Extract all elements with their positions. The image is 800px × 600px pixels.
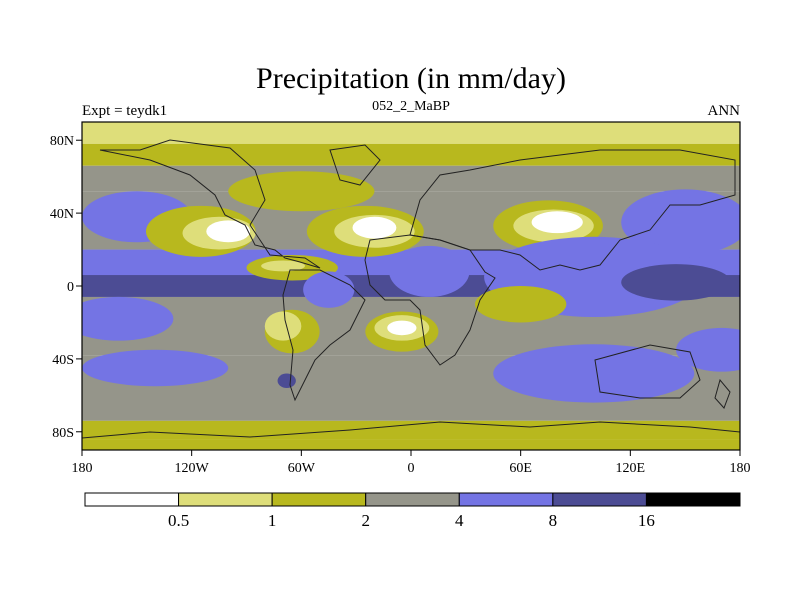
x-tick-label-5: 120E (616, 461, 646, 476)
colorbar-swatch-3 (365, 492, 460, 507)
eurasia-outline (409, 149, 736, 271)
colorbar-swatch-2 (271, 492, 367, 507)
x-tick-label-6: 180 (730, 461, 751, 476)
precip-band-9 (82, 439, 740, 450)
precip-region-14 (389, 245, 470, 297)
precipitation-field (82, 122, 740, 450)
precip-region-28 (277, 373, 296, 389)
colorbar-label-5: 16 (638, 511, 655, 530)
north-america-outline (99, 139, 321, 269)
new-zealand-outline (714, 378, 731, 409)
south-america-outline (282, 269, 366, 402)
chart-title: Precipitation (in mm/day) (256, 62, 566, 95)
y-tick-label-1: 40N (50, 207, 74, 222)
precip-region-21 (676, 327, 740, 372)
greenland-outline (329, 144, 381, 186)
precip-region-11 (531, 211, 583, 234)
map-axes: 180 120W 60W 0 60E 120E 180 80N 40N 0 40S 80S (50, 134, 751, 476)
antarctica-outline (82, 421, 740, 439)
precip-region-18 (82, 296, 174, 341)
period-label: 052_2_MaBP (372, 99, 450, 114)
x-tick-label-3: 0 (408, 461, 415, 476)
colorbar-swatch-0 (84, 492, 180, 507)
colorbar-label-3: 4 (455, 511, 464, 530)
precip-region-19 (82, 349, 229, 387)
precip-region-20 (493, 344, 695, 403)
precip-region-15 (303, 271, 355, 308)
precip-band-8 (82, 420, 740, 440)
precip-band-1 (82, 143, 740, 166)
experiment-label: Expt = teydk1 (82, 103, 167, 119)
australia-outline (594, 344, 701, 399)
x-tick-label-1: 120W (175, 461, 210, 476)
precip-region-13 (261, 260, 305, 272)
colorbar-swatch-1 (178, 492, 273, 507)
x-tick-label-0: 180 (72, 461, 93, 476)
colorbar-label-4: 8 (549, 511, 558, 530)
colorbar-label-1: 1 (268, 511, 277, 530)
precip-region-2 (621, 189, 740, 256)
y-tick-label-0: 80N (50, 134, 74, 149)
colorbar-swatch-6 (645, 492, 741, 507)
precip-region-17 (621, 264, 731, 301)
x-tick-label-2: 60W (288, 461, 316, 476)
continent-outlines (82, 139, 740, 439)
colorbar-label-0: 0.5 (168, 511, 189, 530)
precip-band-0 (82, 122, 740, 144)
y-tick-label-3: 40S (52, 353, 74, 368)
y-tick-label-2: 0 (67, 280, 74, 295)
colorbar-label-2: 2 (361, 511, 370, 530)
precip-region-26 (387, 320, 417, 336)
precip-region-27 (474, 286, 567, 323)
precip-region-0 (228, 171, 375, 212)
precip-region-8 (352, 216, 397, 239)
precip-band-2 (82, 165, 740, 192)
colorbar: 0.5 1 2 4 8 16 (84, 492, 741, 530)
precip-region-5 (206, 220, 251, 243)
season-label: ANN (708, 103, 741, 119)
colorbar-swatch-4 (458, 492, 554, 507)
precip-region-23 (264, 311, 302, 341)
y-tick-label-4: 80S (52, 426, 74, 441)
colorbar-swatch-5 (552, 492, 647, 507)
x-tick-label-4: 60E (509, 461, 532, 476)
